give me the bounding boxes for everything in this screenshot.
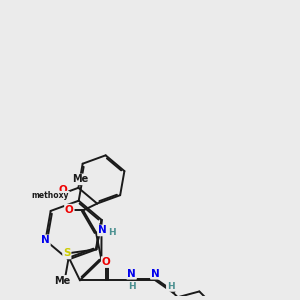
Text: H: H [128, 282, 135, 291]
Text: methoxy: methoxy [32, 191, 69, 200]
Text: O: O [58, 185, 67, 195]
Text: O: O [102, 257, 110, 267]
Text: Me: Me [72, 174, 88, 184]
Text: N: N [98, 225, 107, 236]
Text: H: H [167, 282, 174, 291]
Text: S: S [63, 248, 70, 259]
Text: H: H [109, 228, 116, 237]
Text: N: N [151, 269, 160, 279]
Text: N: N [127, 269, 136, 279]
Text: O: O [65, 205, 74, 215]
Text: N: N [41, 235, 50, 245]
Text: Me: Me [54, 276, 70, 286]
